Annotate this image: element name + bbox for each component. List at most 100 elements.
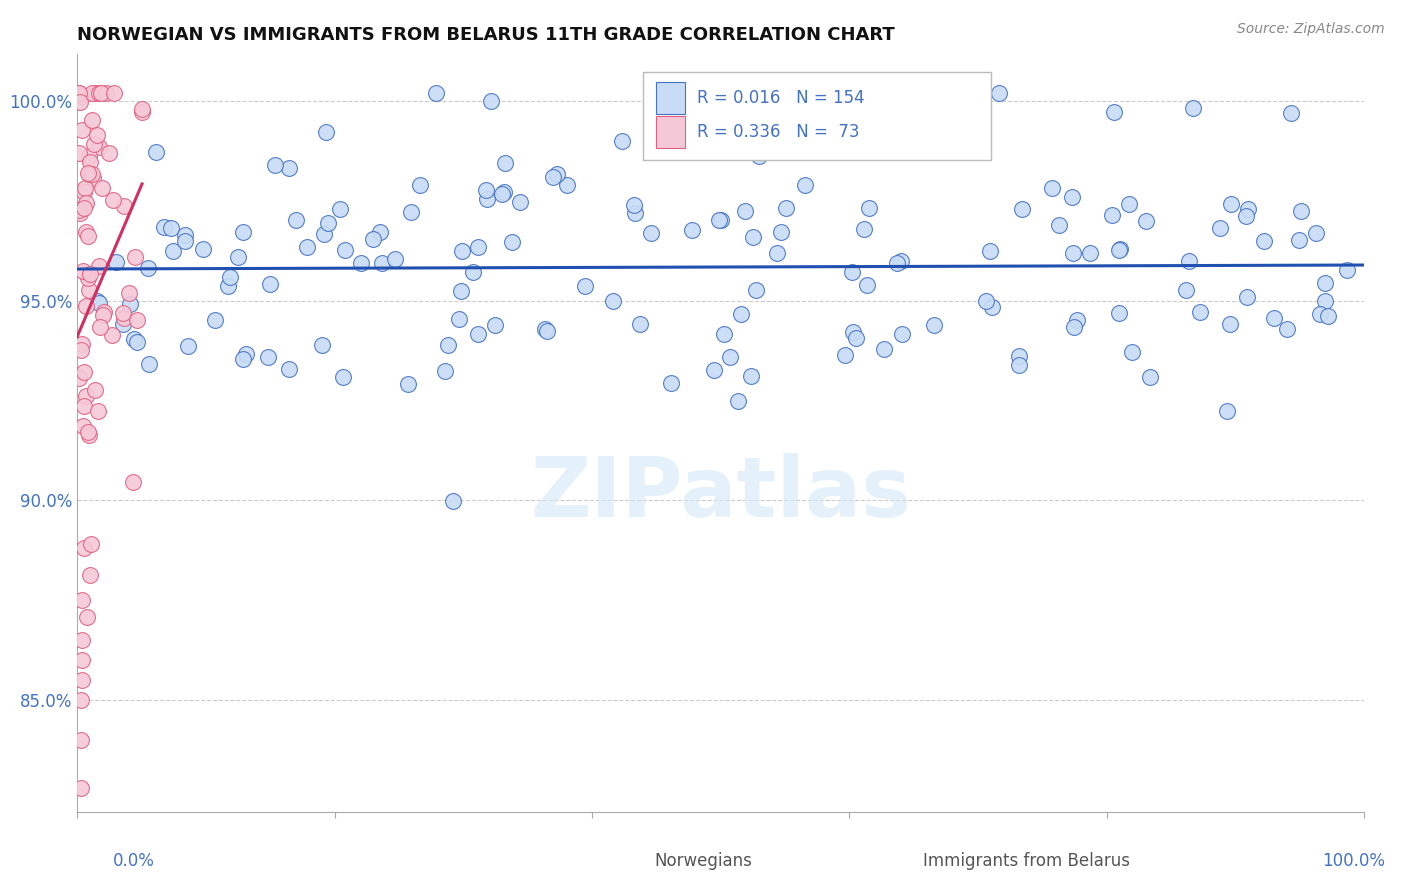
Point <box>76 229 98 244</box>
Point <box>73 541 96 556</box>
Point <box>67 371 90 385</box>
Point <box>235 347 257 361</box>
Point <box>858 201 880 215</box>
Point <box>72 399 94 413</box>
Point <box>852 222 875 236</box>
Point <box>217 278 239 293</box>
Point <box>794 178 817 193</box>
Point <box>384 252 406 266</box>
Point <box>437 338 460 352</box>
Point <box>623 206 645 220</box>
Point <box>101 327 124 342</box>
Point <box>775 201 797 215</box>
Point <box>720 350 742 364</box>
Point <box>1118 197 1140 211</box>
Point <box>1102 104 1125 119</box>
Point <box>1108 244 1130 258</box>
Point <box>82 170 104 185</box>
Point <box>1219 317 1241 331</box>
Point <box>94 87 117 101</box>
Point <box>1288 233 1310 247</box>
Point <box>1234 209 1257 223</box>
Point <box>1289 204 1312 219</box>
Point <box>479 95 502 109</box>
Point <box>153 219 176 234</box>
Point <box>103 87 125 101</box>
Point <box>640 226 662 240</box>
Text: 100.0%: 100.0% <box>1322 852 1385 870</box>
Point <box>1062 246 1084 260</box>
Point <box>87 404 110 418</box>
Point <box>1336 263 1358 277</box>
Point <box>138 357 160 371</box>
Point <box>841 325 863 339</box>
Point <box>1263 310 1285 325</box>
Point <box>974 293 997 308</box>
Point <box>441 493 464 508</box>
Point <box>987 87 1010 101</box>
Point <box>1175 283 1198 297</box>
Point <box>1309 307 1331 321</box>
Point <box>1135 213 1157 227</box>
Point <box>112 306 135 320</box>
Point <box>602 294 624 309</box>
Point <box>297 240 319 254</box>
Point <box>97 146 120 161</box>
Point <box>450 284 472 298</box>
Point <box>681 223 703 237</box>
Point <box>546 167 568 181</box>
Point <box>1062 190 1084 204</box>
Point <box>409 178 432 192</box>
Point <box>77 425 100 439</box>
Point <box>434 363 457 377</box>
Point <box>311 337 333 351</box>
Point <box>740 369 762 384</box>
Point <box>76 610 98 624</box>
Point <box>333 243 356 257</box>
Point <box>950 125 973 139</box>
Point <box>766 246 789 260</box>
Point <box>979 244 1001 258</box>
FancyBboxPatch shape <box>657 82 685 114</box>
Point <box>730 307 752 321</box>
Point <box>329 202 352 216</box>
Point <box>1066 313 1088 327</box>
Point <box>710 212 733 227</box>
Point <box>93 308 115 322</box>
Point <box>890 253 912 268</box>
Point <box>1305 227 1327 241</box>
Point <box>1275 322 1298 336</box>
Point <box>111 318 134 332</box>
Point <box>501 235 523 249</box>
Text: NORWEGIAN VS IMMIGRANTS FROM BELARUS 11TH GRADE CORRELATION CHART: NORWEGIAN VS IMMIGRANTS FROM BELARUS 11T… <box>77 26 896 44</box>
Point <box>610 134 633 148</box>
Point <box>1236 290 1258 304</box>
Point <box>1315 294 1337 309</box>
Point <box>174 227 197 242</box>
Point <box>555 178 578 193</box>
Point <box>79 267 101 281</box>
Point <box>475 183 498 197</box>
Point <box>1108 306 1130 320</box>
Point <box>70 88 93 103</box>
Point <box>659 376 682 390</box>
Point <box>122 332 145 346</box>
Point <box>173 234 195 248</box>
Point <box>509 194 531 209</box>
Point <box>734 203 756 218</box>
Point <box>315 125 337 139</box>
Point <box>477 192 499 206</box>
Point <box>145 145 167 159</box>
Point <box>1216 404 1239 418</box>
Point <box>118 286 141 301</box>
Point <box>370 256 392 270</box>
Point <box>494 156 516 170</box>
Point <box>84 87 107 101</box>
Point <box>89 319 111 334</box>
Point <box>1008 358 1031 372</box>
Point <box>72 633 94 648</box>
Point <box>219 269 242 284</box>
Point <box>449 312 471 326</box>
Point <box>349 256 371 270</box>
Point <box>467 240 489 254</box>
